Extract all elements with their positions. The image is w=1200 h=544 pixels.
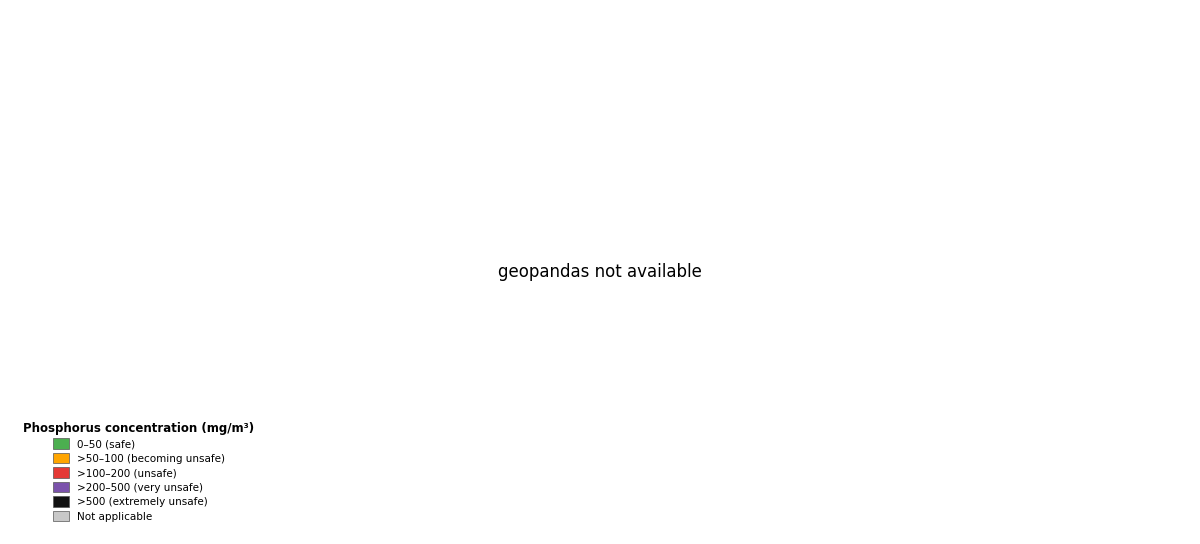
Text: geopandas not available: geopandas not available bbox=[498, 263, 702, 281]
Legend: 0–50 (safe), >50–100 (becoming unsafe), >100–200 (unsafe), >200–500 (very unsafe: 0–50 (safe), >50–100 (becoming unsafe), … bbox=[17, 416, 260, 528]
